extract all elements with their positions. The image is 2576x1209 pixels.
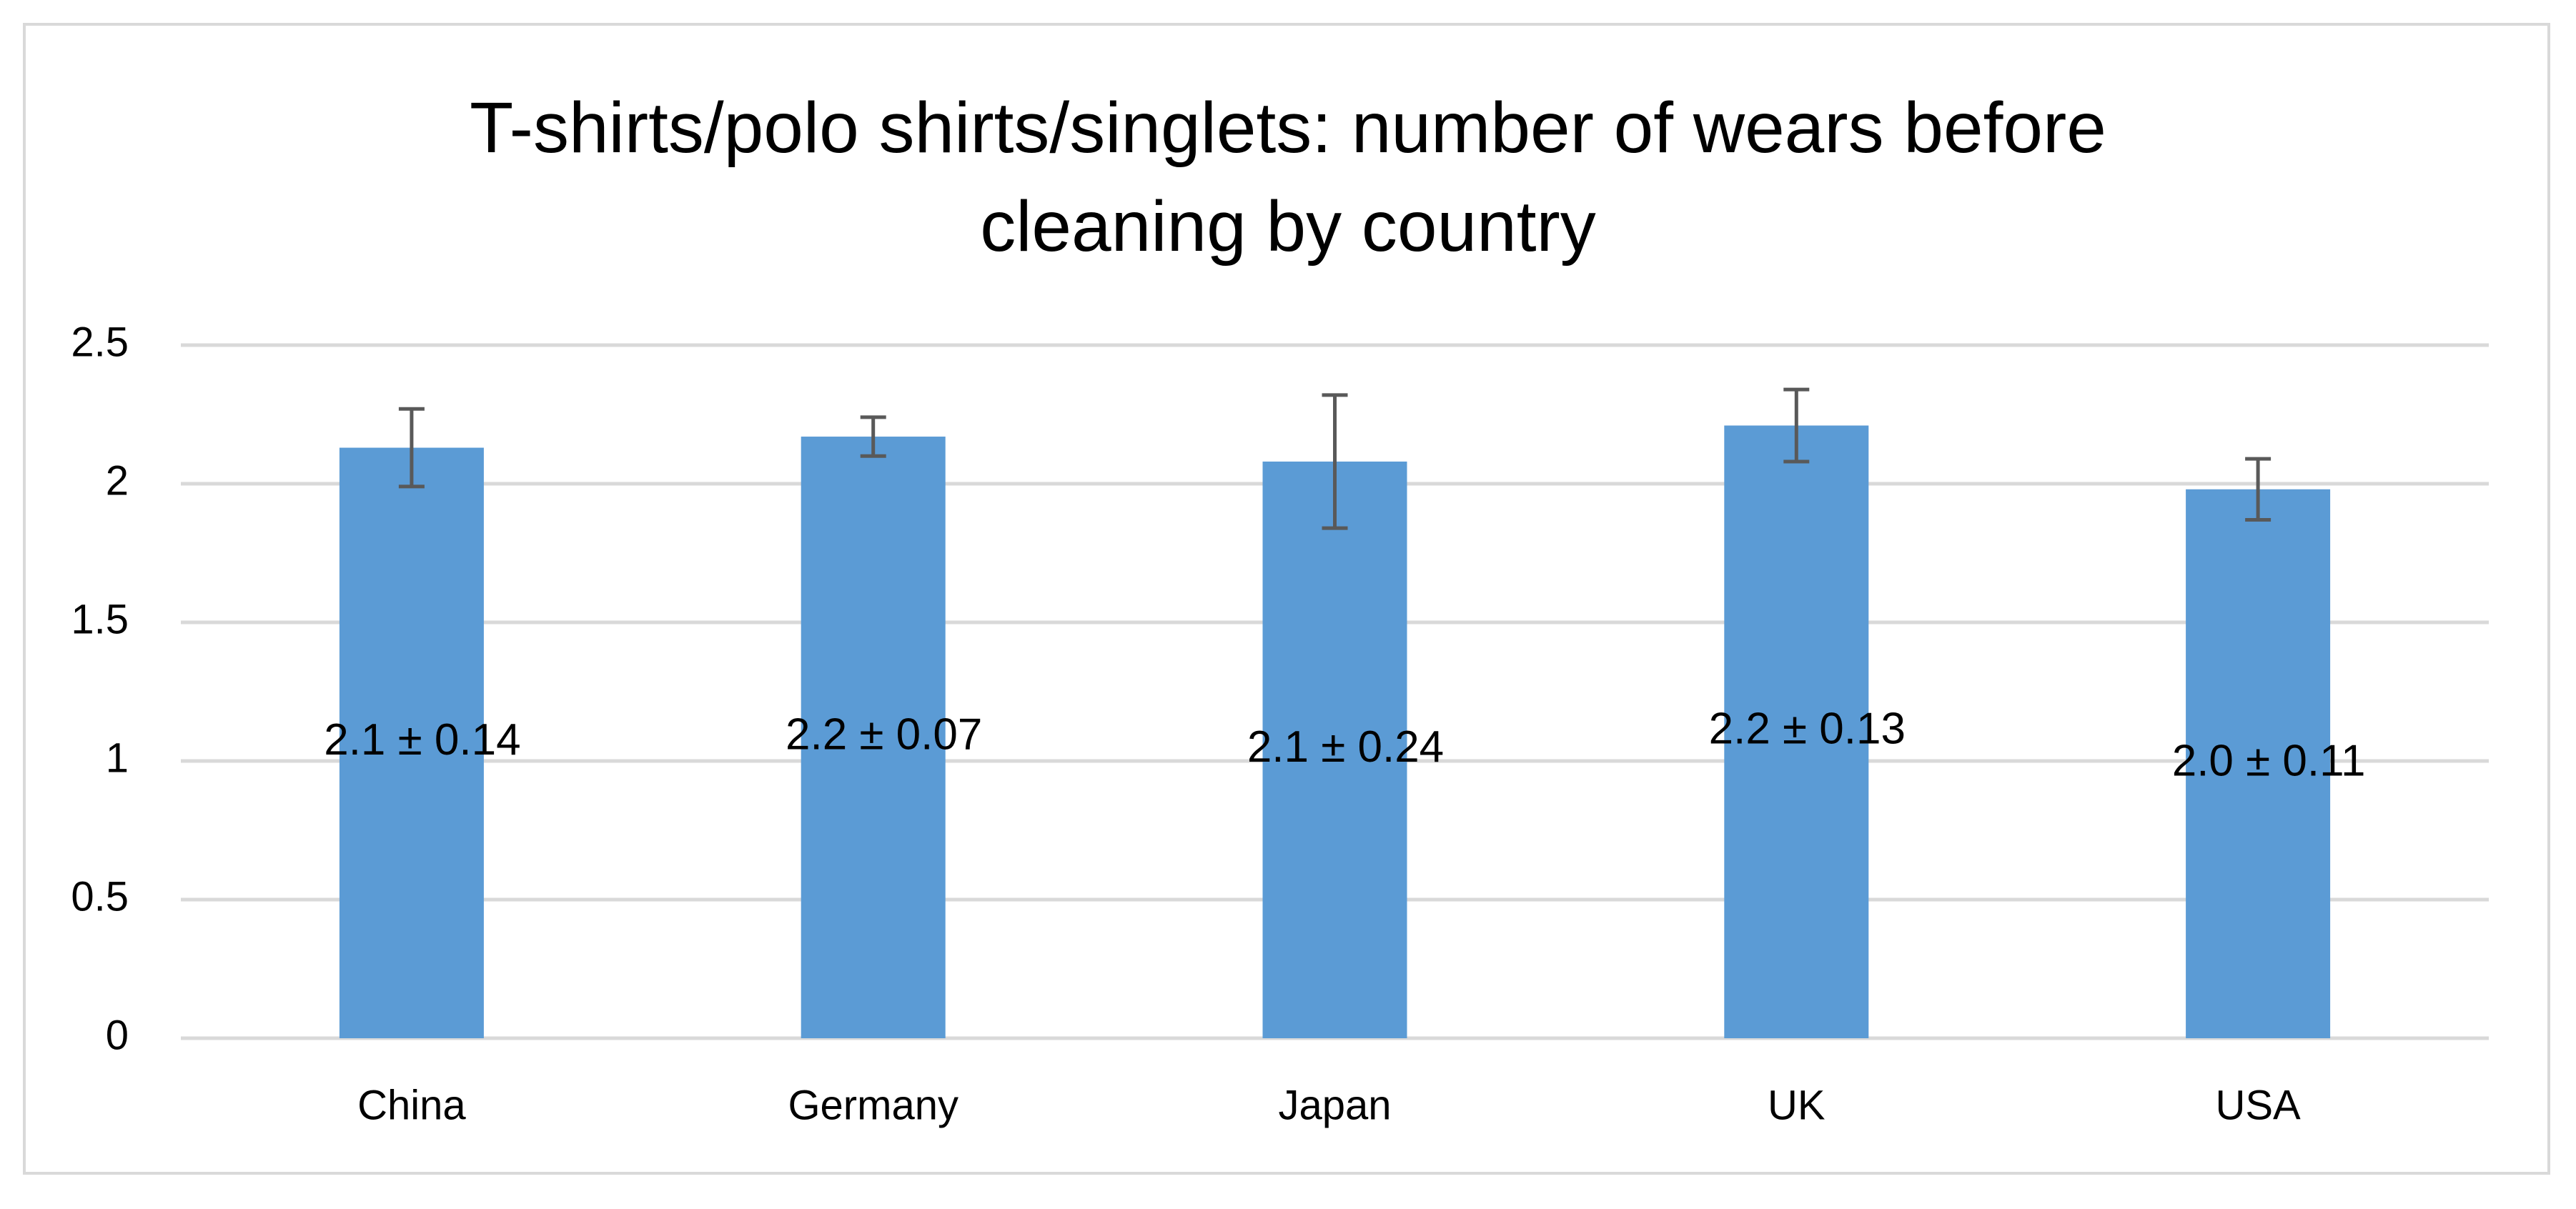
x-tick-label: China [357, 1082, 466, 1128]
value-label: 2.2 ± 0.13 [1709, 705, 1906, 754]
bar [2186, 489, 2331, 1038]
x-tick-label: UK [1768, 1082, 1826, 1128]
bar [339, 447, 484, 1038]
bar [1724, 425, 1869, 1038]
x-tick-label: Germany [788, 1082, 958, 1128]
y-tick-label: 1 [106, 735, 129, 781]
bar [801, 437, 946, 1038]
value-label: 2.0 ± 0.11 [2172, 736, 2366, 785]
chart-title: T-shirts/polo shirts/singlets: number of… [470, 88, 2106, 267]
value-label: 2.2 ± 0.07 [786, 710, 982, 759]
bar [1262, 461, 1407, 1038]
x-tick-label: USA [2215, 1082, 2301, 1128]
y-tick-label: 1.5 [71, 596, 129, 642]
y-tick-label: 0 [106, 1012, 129, 1058]
value-label: 2.1 ± 0.14 [324, 715, 520, 765]
y-tick-label: 0.5 [71, 873, 129, 920]
y-tick-label: 2.5 [71, 319, 129, 365]
chart-frame [23, 23, 2550, 1175]
y-tick-label: 2 [106, 457, 129, 504]
value-label: 2.1 ± 0.24 [1247, 722, 1444, 772]
x-tick-label: Japan [1278, 1082, 1391, 1128]
